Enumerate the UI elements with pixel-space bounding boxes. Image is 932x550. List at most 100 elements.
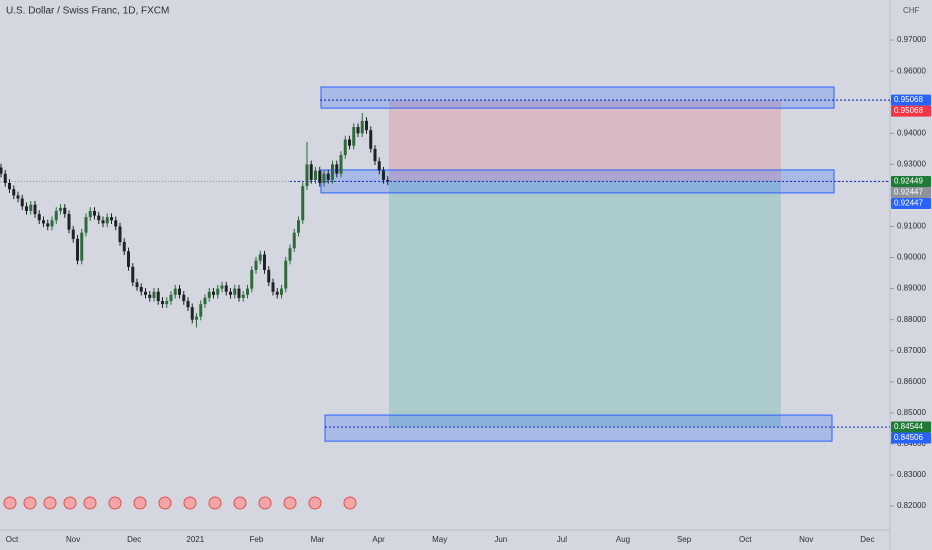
candle-body [271,282,275,292]
chart-title[interactable]: U.S. Dollar / Swiss Franc, 1D, FXCM [6,6,169,17]
candle-body [173,288,177,295]
candle-body [203,297,207,305]
y-tick-label: 0.97000 [897,35,926,44]
candle-body [246,288,249,295]
target-area [389,181,781,428]
candle-body [71,229,75,239]
y-tick-label: 0.82000 [897,501,926,510]
candle-body [233,288,237,295]
stop-area [389,100,781,182]
candle-body [50,220,54,227]
candle-body [195,316,198,320]
price-label-box [891,432,931,444]
y-tick-label: 0.90000 [897,253,926,262]
candle-body [305,164,309,187]
x-tick-label: Oct [739,535,752,544]
candle-body [0,167,3,174]
candle-body [144,291,147,295]
candle-body [348,139,351,146]
candle-body [29,204,33,211]
price-label-box [891,175,931,187]
currency-label: CHF [903,6,920,15]
candle-body [241,294,245,298]
candle-body [326,173,330,180]
candle-body [360,120,364,134]
candle-body [101,220,105,224]
y-tick-label: 0.88000 [897,315,926,324]
candle-body [67,214,71,230]
y-tick-label: 0.96000 [897,66,926,75]
x-tick-label: Jun [494,535,507,544]
candle-body [63,207,67,215]
candle-body [386,179,390,182]
candle-body [199,304,203,317]
candle-body [190,307,194,320]
candle-body [322,173,326,183]
candle-body [331,164,334,180]
x-tick-label: Dec [127,535,141,544]
candle-body [186,301,190,308]
candle-body [280,288,283,295]
y-tick-label: 0.91000 [897,222,926,231]
candle-body [37,214,41,221]
y-tick-label: 0.86000 [897,377,926,386]
candle-body [339,155,343,174]
y-tick-label: 0.83000 [897,470,926,479]
candle-body [343,139,347,156]
candle-body [288,248,292,261]
candle-body [46,223,50,227]
candle-body [20,198,24,207]
x-tick-label: Mar [311,535,325,544]
candle-body [377,161,381,171]
price-label: 0.84544 [894,422,923,431]
candle-body [254,260,258,270]
price-label: 0.95068 [894,95,923,104]
candle-body [301,186,305,221]
candle-body [110,217,113,221]
event-icons [3,496,357,510]
y-tick-label: 0.89000 [897,284,926,293]
zone [320,86,835,109]
candle-body [314,170,317,180]
candle-body [76,238,79,261]
candle-body [207,291,211,298]
candle-body [318,170,322,183]
candle-body [93,210,96,216]
candle-body [365,120,368,131]
price-label: 0.92447 [894,199,923,208]
price-label-box [891,186,931,198]
candle-body [382,170,385,180]
candle-body [131,266,135,283]
y-tick-label: 0.87000 [897,346,926,355]
candle-body [122,242,126,252]
candle-body [54,210,58,221]
x-tick-label: Nov [799,535,813,544]
candle-body [258,254,262,261]
candle-body [139,287,143,292]
candle-body [59,207,62,211]
candle-body [229,291,232,295]
price-label-box [891,105,931,117]
candle-body [263,254,266,270]
candle-body [33,204,37,215]
candle-body [169,294,173,302]
candle-body [369,130,373,149]
candle-body [12,189,16,196]
x-tick-label: Apr [372,535,385,544]
y-tick-label: 0.93000 [897,159,926,168]
zone [324,414,833,442]
candle-body [165,301,169,305]
candle-body [3,173,7,183]
price-label: 0.92449 [894,177,923,186]
price-label: 0.84506 [894,433,923,442]
candle-body [84,217,88,233]
candle-body [335,164,339,174]
x-tick-label: Dec [860,535,874,544]
candle-body [275,291,279,295]
x-tick-label: Jul [557,535,567,544]
price-label-box [891,421,931,433]
candle-body [237,288,241,298]
candle-body [152,291,156,298]
